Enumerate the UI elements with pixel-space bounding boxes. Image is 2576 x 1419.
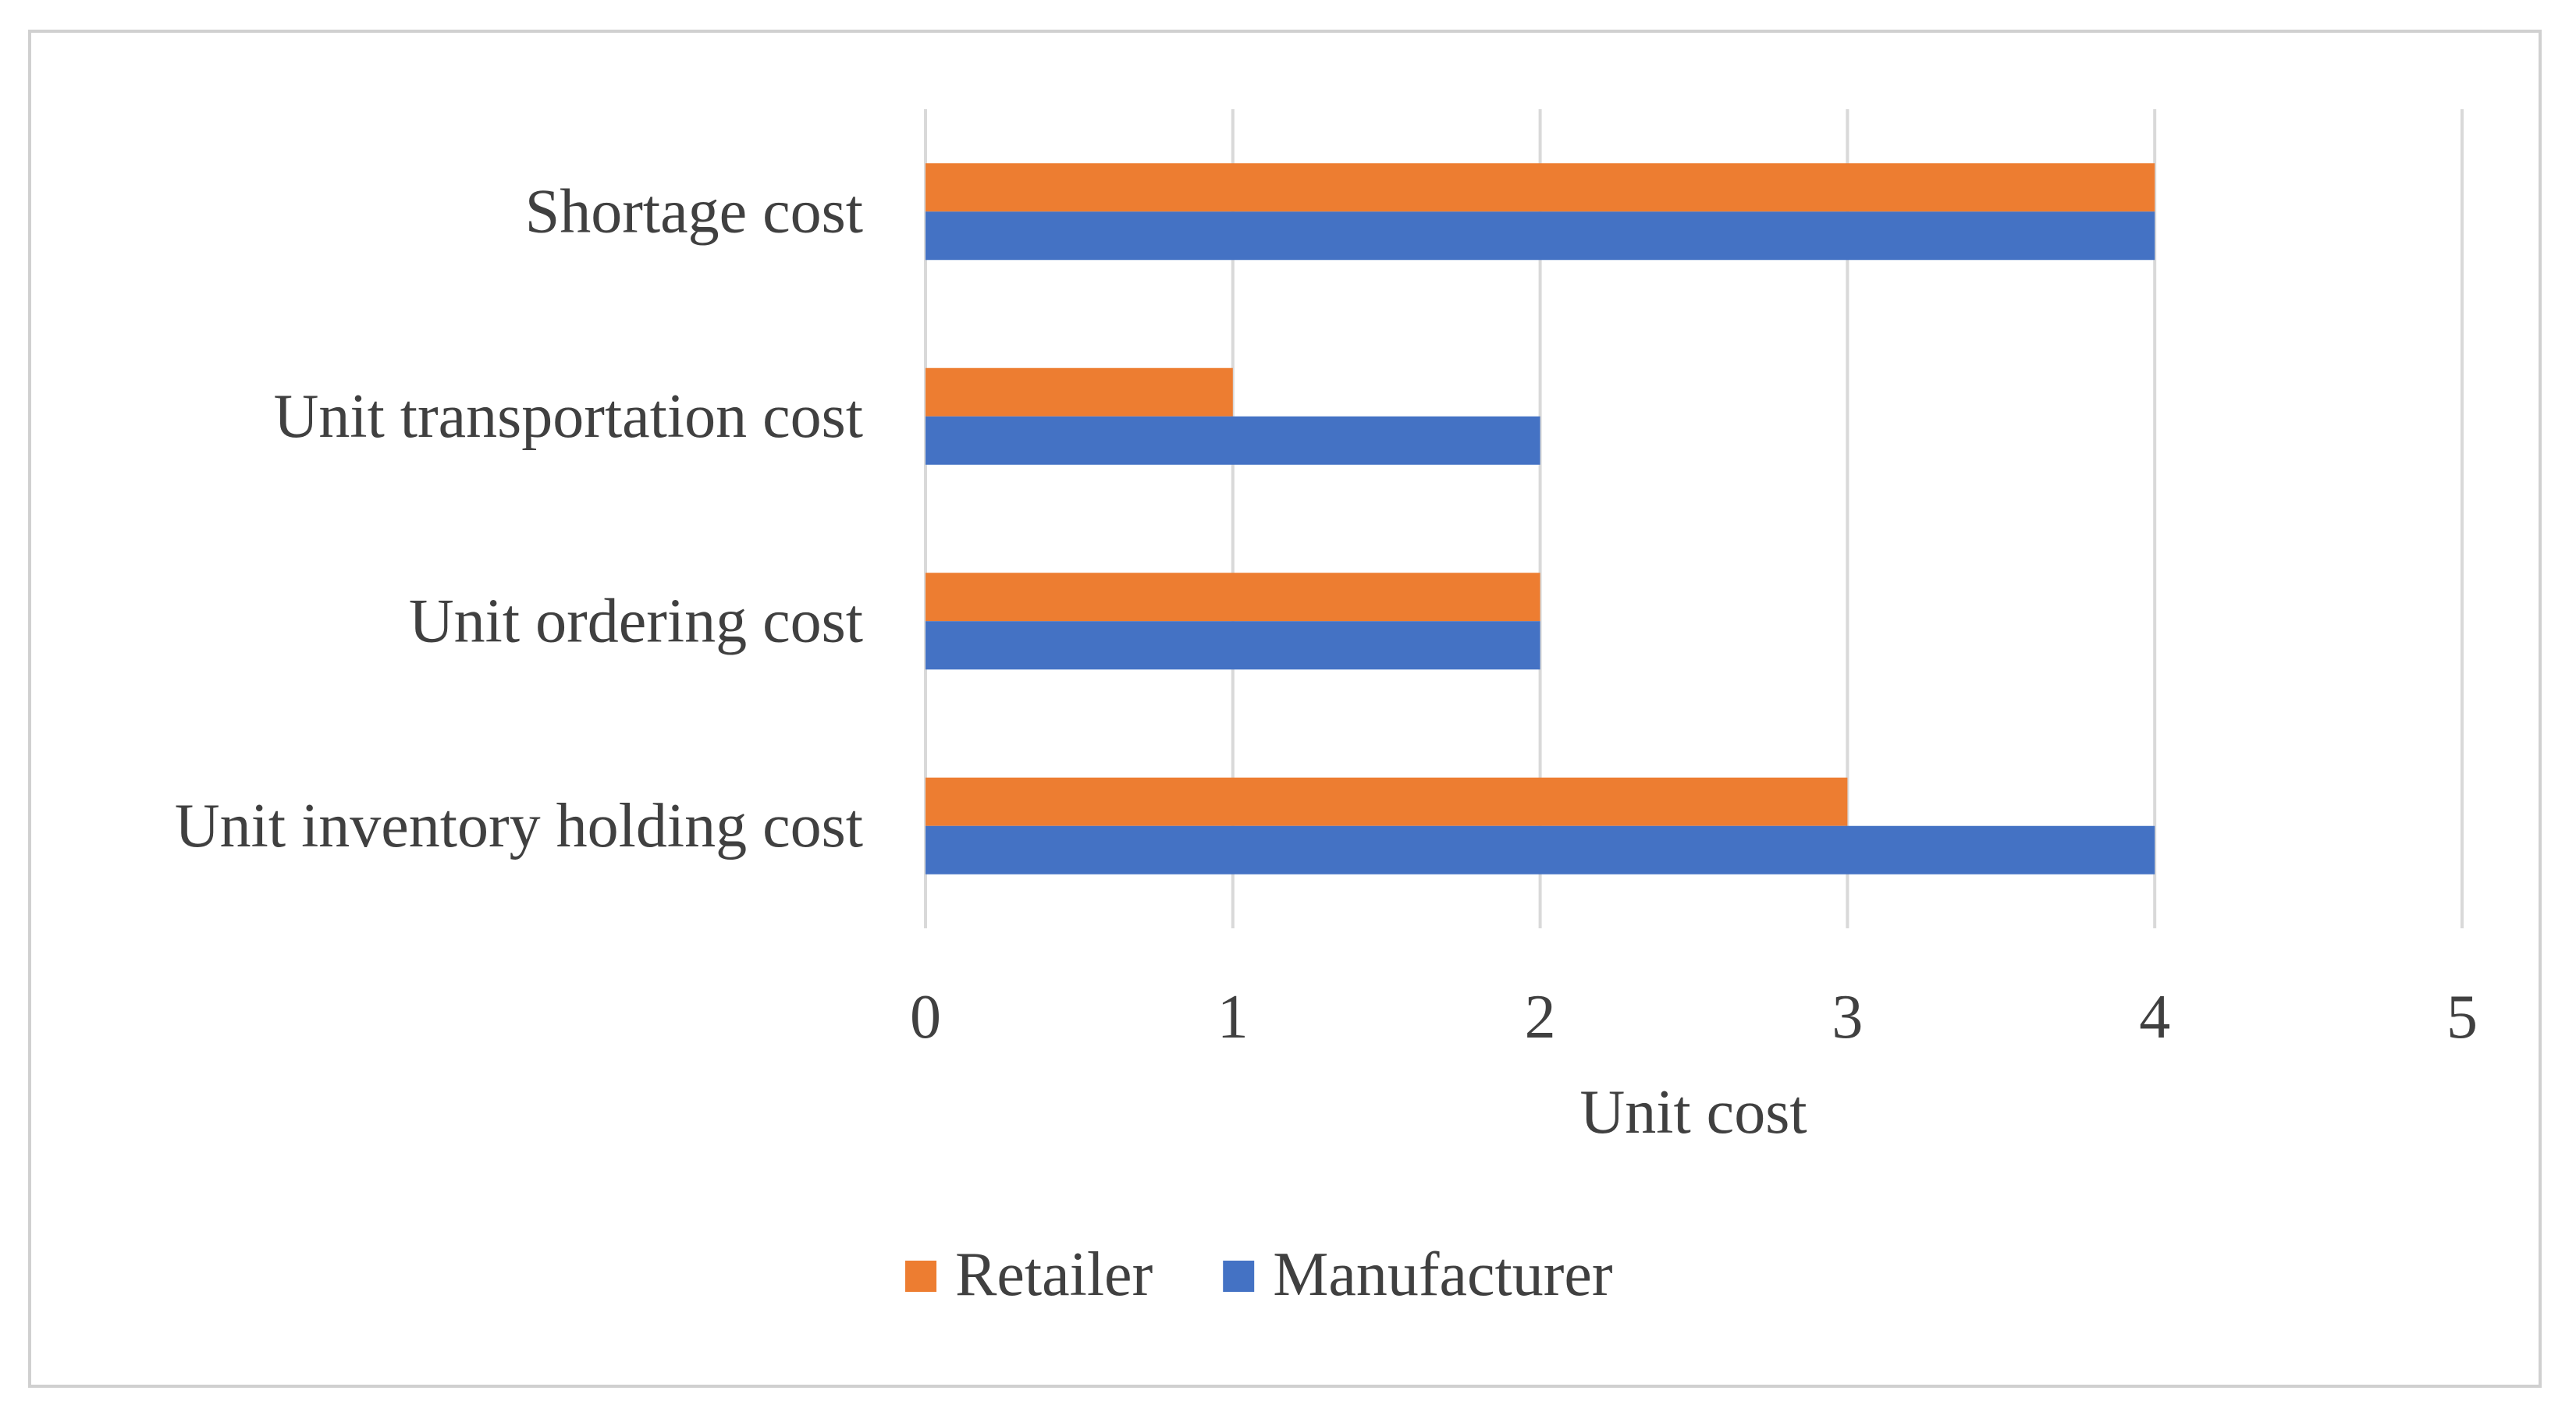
bar-manufacturer-3 (926, 825, 2155, 874)
bar-manufacturer-2 (926, 621, 1540, 670)
x-tick-label: 0 (910, 983, 941, 1052)
x-axis-title: Unit cost (1579, 1078, 1807, 1147)
category-label: Unit inventory holding cost (175, 792, 863, 860)
x-tick-labels: 0 1 2 3 4 5 (910, 983, 2478, 1052)
legend-swatch (905, 1261, 936, 1292)
bar-retailer-1 (926, 367, 1233, 417)
legend-label: Manufacturer (1273, 1240, 1612, 1309)
legend-swatch (1223, 1261, 1255, 1292)
bar-manufacturer-0 (926, 211, 2155, 261)
x-tick-label: 5 (2446, 983, 2478, 1052)
x-tick-label: 2 (1525, 983, 1556, 1052)
bar-manufacturer-1 (926, 416, 1540, 465)
legend: Retailer Manufacturer (905, 1240, 1613, 1309)
x-tick-label: 1 (1217, 983, 1249, 1052)
legend-item-manufacturer: Manufacturer (1223, 1240, 1613, 1309)
legend-label: Retailer (955, 1240, 1153, 1309)
bars (926, 163, 2155, 874)
bar-retailer-0 (926, 163, 2155, 212)
legend-item-retailer: Retailer (905, 1240, 1153, 1309)
x-tick-label: 3 (1832, 983, 1863, 1052)
category-label: Shortage cost (525, 177, 863, 246)
x-tick-label: 4 (2139, 983, 2170, 1052)
category-label: Unit transportation cost (274, 382, 863, 451)
bar-retailer-3 (926, 777, 1848, 826)
category-labels: Shortage cost Unit transportation cost Uni… (175, 177, 863, 860)
bar-retailer-2 (926, 573, 1540, 622)
category-label: Unit ordering cost (409, 587, 863, 655)
